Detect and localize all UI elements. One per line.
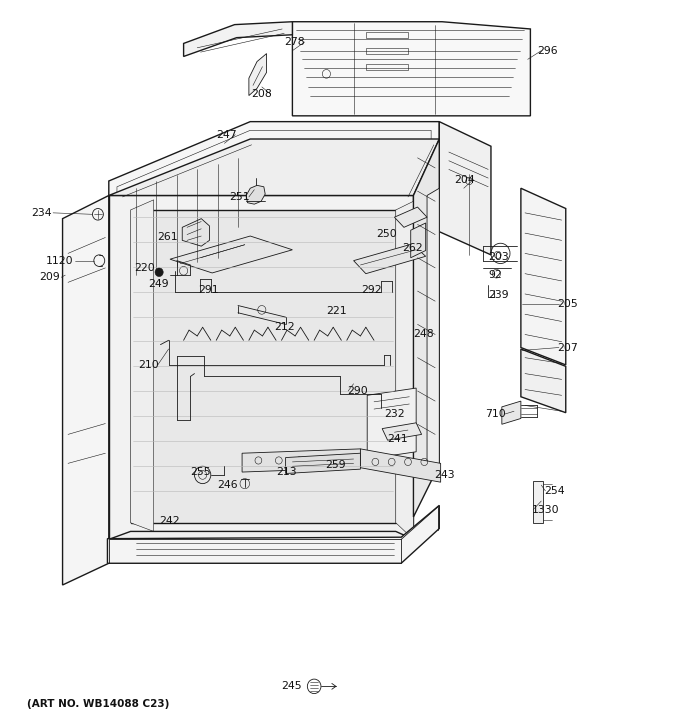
Text: 246: 246 [218,480,238,490]
Text: 212: 212 [275,322,295,332]
Polygon shape [411,223,426,258]
Text: 1120: 1120 [46,256,73,266]
Polygon shape [396,201,413,539]
Polygon shape [249,54,267,96]
Polygon shape [109,139,439,195]
Text: 221: 221 [326,306,347,316]
Polygon shape [184,22,292,56]
Text: 92: 92 [488,270,502,280]
Text: 251: 251 [230,192,250,202]
Text: 210: 210 [138,360,159,370]
Text: 254: 254 [544,486,564,496]
Text: 239: 239 [488,290,509,300]
Polygon shape [63,195,109,585]
Polygon shape [533,481,543,523]
Text: 710: 710 [485,409,506,419]
Text: 291: 291 [199,285,219,295]
Text: (ART NO. WB14088 C23): (ART NO. WB14088 C23) [27,699,169,709]
Polygon shape [182,219,209,246]
Polygon shape [292,22,530,116]
Text: 278: 278 [284,37,305,47]
Circle shape [155,268,163,277]
Text: 232: 232 [385,409,405,419]
Polygon shape [521,188,566,365]
Polygon shape [170,236,292,273]
Polygon shape [439,122,491,255]
Text: 261: 261 [158,232,178,243]
Polygon shape [109,195,413,539]
Text: 205: 205 [558,299,579,309]
Text: 242: 242 [159,516,180,526]
Text: 290: 290 [347,386,368,396]
Polygon shape [382,423,422,440]
Polygon shape [521,349,566,413]
Polygon shape [131,210,396,523]
Polygon shape [131,200,154,531]
Text: 209: 209 [39,272,60,282]
Polygon shape [413,139,439,517]
Text: 220: 220 [134,263,155,273]
Text: 247: 247 [216,130,237,140]
Text: 243: 243 [434,470,454,480]
Text: 208: 208 [251,89,272,99]
Polygon shape [246,185,265,204]
Polygon shape [354,244,426,274]
Polygon shape [109,122,439,290]
Text: 234: 234 [31,208,52,218]
Text: 207: 207 [558,342,579,353]
Text: 259: 259 [325,460,345,470]
Polygon shape [109,531,413,539]
Polygon shape [242,449,360,472]
Text: 204: 204 [454,174,475,185]
Polygon shape [427,188,439,471]
Text: 241: 241 [388,434,408,444]
Text: 1330: 1330 [532,505,560,515]
Polygon shape [502,401,521,424]
Polygon shape [286,453,360,473]
Text: 250: 250 [376,229,397,239]
Text: 296: 296 [537,46,558,56]
Polygon shape [360,449,441,482]
Text: 262: 262 [403,243,423,253]
Text: 292: 292 [362,285,382,295]
Text: 203: 203 [488,252,509,262]
Text: 245: 245 [282,681,302,691]
Text: 213: 213 [276,467,296,477]
Text: 255: 255 [190,467,211,477]
Polygon shape [367,388,416,459]
Text: 249: 249 [148,279,169,289]
Text: 248: 248 [413,329,434,340]
Polygon shape [107,505,439,563]
Polygon shape [394,207,427,227]
